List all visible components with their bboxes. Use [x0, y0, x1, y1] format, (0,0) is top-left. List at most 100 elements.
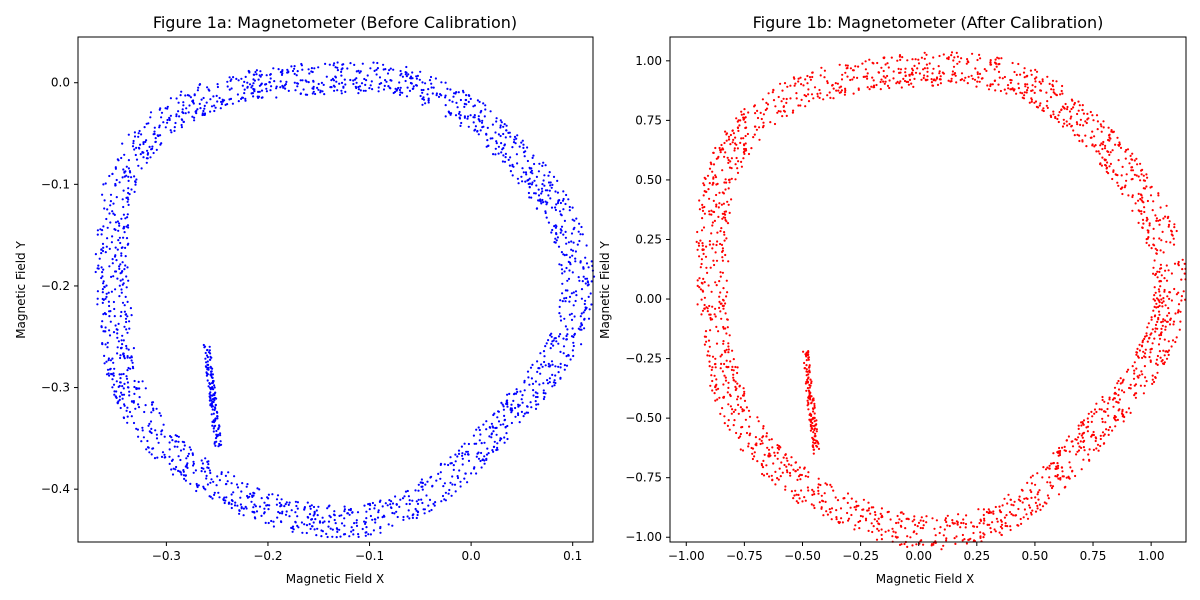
data-point	[333, 62, 336, 65]
data-point	[105, 295, 108, 298]
data-point	[759, 442, 762, 446]
data-point	[223, 496, 226, 499]
data-point	[148, 422, 151, 425]
data-point	[1146, 340, 1149, 343]
data-point	[207, 366, 210, 369]
data-point	[503, 123, 506, 126]
data-point	[580, 328, 583, 331]
data-point	[209, 110, 212, 113]
data-point	[806, 387, 810, 390]
data-point	[558, 263, 561, 266]
data-point	[843, 93, 847, 96]
data-point	[1167, 215, 1170, 218]
data-point	[327, 520, 331, 523]
data-point	[561, 199, 565, 202]
data-point	[568, 205, 571, 209]
x-tick-label: −1.00	[668, 549, 705, 563]
data-point	[115, 259, 118, 262]
data-point	[369, 533, 372, 536]
data-point	[1068, 477, 1071, 480]
data-point	[958, 60, 961, 63]
data-point	[817, 442, 820, 445]
data-point	[212, 95, 215, 98]
data-point	[818, 96, 821, 99]
data-point	[785, 114, 788, 117]
data-point	[579, 325, 582, 328]
data-point	[1160, 327, 1163, 330]
data-point	[585, 244, 588, 247]
data-point	[399, 86, 402, 89]
data-point	[493, 445, 496, 448]
data-point	[1119, 382, 1122, 385]
data-point	[374, 521, 377, 524]
data-point	[1010, 88, 1013, 91]
data-point	[117, 239, 120, 242]
data-point	[1166, 314, 1169, 317]
data-point	[819, 74, 822, 77]
data-point	[528, 177, 531, 180]
data-point	[1059, 449, 1062, 453]
data-point	[871, 530, 874, 534]
data-point	[1158, 290, 1161, 293]
data-point	[963, 79, 966, 82]
data-point	[745, 431, 749, 435]
data-point	[724, 188, 727, 191]
data-point	[938, 531, 941, 535]
data-point	[406, 489, 409, 493]
data-point	[812, 448, 816, 451]
data-point	[96, 303, 99, 306]
data-point	[817, 477, 820, 480]
data-point	[361, 62, 364, 65]
data-point	[548, 171, 551, 174]
data-point	[1013, 70, 1016, 74]
data-point	[785, 101, 788, 104]
data-point	[701, 242, 704, 245]
data-point	[956, 62, 959, 65]
data-point	[977, 76, 980, 79]
data-point	[304, 93, 307, 96]
data-point	[296, 515, 299, 518]
data-point	[1019, 517, 1022, 521]
data-point	[736, 171, 740, 174]
data-point	[1113, 386, 1117, 389]
data-point	[900, 520, 903, 523]
data-point	[293, 65, 296, 68]
data-point	[211, 424, 214, 427]
data-point	[384, 502, 387, 505]
data-point	[782, 456, 785, 459]
data-point	[711, 366, 714, 369]
data-point	[1050, 486, 1054, 490]
data-point	[287, 89, 290, 92]
data-point	[524, 171, 528, 174]
data-point	[250, 500, 253, 503]
data-point	[140, 167, 143, 170]
data-point	[941, 71, 945, 74]
data-point	[495, 426, 498, 429]
data-point	[701, 209, 705, 212]
data-point	[1017, 507, 1020, 511]
data-point	[962, 518, 965, 521]
data-point	[714, 366, 717, 369]
data-point	[210, 376, 213, 379]
data-point	[1159, 249, 1162, 252]
data-point	[1180, 295, 1183, 298]
data-point	[428, 498, 432, 501]
data-point	[207, 463, 210, 466]
data-point	[406, 515, 409, 518]
data-point	[544, 210, 547, 213]
data-point	[857, 65, 860, 68]
data-point	[1166, 320, 1169, 323]
data-point	[994, 89, 997, 92]
data-point	[1068, 110, 1072, 113]
data-point	[368, 508, 371, 511]
data-point	[914, 71, 918, 74]
data-point	[896, 80, 899, 83]
data-point	[272, 67, 275, 70]
data-point	[328, 63, 331, 66]
data-point	[778, 467, 781, 470]
data-point	[567, 241, 571, 244]
data-point	[533, 192, 536, 195]
data-point	[724, 130, 727, 133]
data-point	[235, 77, 238, 80]
data-point	[124, 255, 127, 258]
